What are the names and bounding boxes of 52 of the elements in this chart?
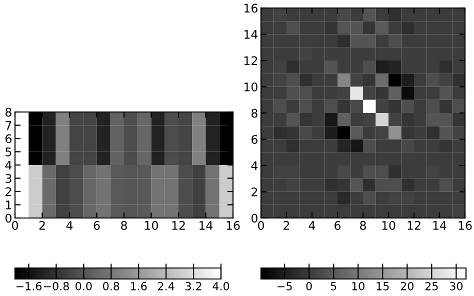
color-bar-label: 0.8 [103,282,120,290]
y-tick-label: 2 [6,187,12,196]
x-tick-label: 2 [39,220,45,230]
x-tick-label: 6 [334,220,341,230]
color-bar-label: 3.2 [186,282,202,290]
y-tick-label: 0 [251,214,258,223]
x-tick-label: 0 [12,220,18,230]
x-tick-label: 10 [145,220,158,230]
color-bar-label: 4.0 [212,282,230,290]
color-bar-label: 30 [450,282,463,290]
y-tick-label: 0 [5,214,12,223]
y-tick-label: 14 [244,30,258,39]
x-tick-label: 12 [408,220,420,230]
y-tick-label: 7 [6,121,12,130]
x-tick-label: 14 [433,221,446,230]
y-tick-label: 4 [5,160,12,170]
color-bar-label: 0 [306,282,312,290]
color-bar-label: −5 [278,282,292,290]
x-tick-label: 14 [200,221,213,230]
color-bar-label: 5 [330,282,336,290]
x-tick-label: 4 [66,221,73,230]
y-tick-label: 6 [6,134,12,144]
y-tick-label: 8 [6,108,12,117]
color-bar-label: 20 [400,282,414,290]
color-bar-label: 10 [352,282,364,290]
y-tick-label: 6 [252,134,258,144]
x-tick-label: 12 [172,220,185,230]
x-tick-label: 8 [360,220,366,230]
color-bar-label: −0.8 [44,282,69,290]
color-bar-label: −1.6 [16,282,42,290]
x-tick-label: 16 [226,220,240,230]
x-tick-label: 2 [284,220,290,230]
x-tick-label: 4 [308,221,316,230]
x-tick-label: 0 [258,220,264,230]
y-tick-label: 4 [251,161,258,170]
color-bar-label: 1.6 [130,282,147,290]
color-bar-label: 25 [425,282,438,290]
x-tick-label: 16 [458,220,472,230]
y-tick-label: 16 [244,4,258,13]
y-tick-label: 5 [6,148,12,156]
color-bar-label: 15 [376,282,389,290]
color-bar-label: 0.0 [76,282,92,290]
y-tick-label: 10 [244,82,258,92]
y-tick-label: 2 [252,187,258,196]
y-tick-label: 12 [244,56,258,65]
y-tick-label: 3 [6,174,12,183]
y-tick-label: 1 [6,200,12,210]
x-tick-label: 6 [94,220,100,230]
x-tick-label: 10 [382,220,396,230]
color-bar-label: 2.4 [158,282,174,290]
x-tick-label: 8 [121,220,127,230]
y-tick-label: 8 [252,108,258,118]
